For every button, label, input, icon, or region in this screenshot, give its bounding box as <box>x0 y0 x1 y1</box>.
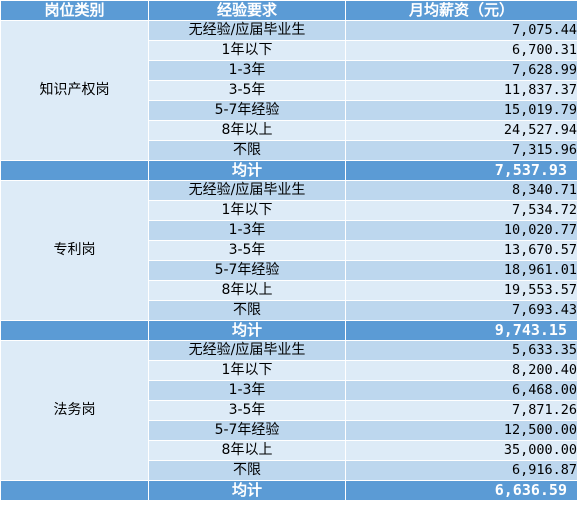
table-row: 不限 6,916.87 <box>1 460 577 481</box>
category-cell: 知识产权岗 <box>0 20 149 161</box>
total-row: 均计 9,743.15 <box>0 320 577 341</box>
salary-cell: 7,534.72 <box>345 200 577 221</box>
experience-cell: 3-5年 <box>148 240 346 261</box>
salary-cell: 7,075.44 <box>345 20 577 41</box>
experience-cell: 不限 <box>148 300 346 321</box>
experience-cell: 8年以上 <box>148 120 346 141</box>
category-cell: 法务岗 <box>0 340 149 481</box>
table-row: 专利岗 无经验/应届毕业生 8,340.71 <box>0 180 577 321</box>
total-label: 均计 <box>148 160 346 181</box>
experience-cell: 1年以下 <box>148 200 346 221</box>
experience-cell: 5-7年经验 <box>148 420 346 441</box>
total-blank-cell <box>0 480 149 501</box>
table-row: 知识产权岗 无经验/应届毕业生 7,075.44 <box>0 20 577 161</box>
experience-cell: 8年以上 <box>148 280 346 301</box>
category-cell: 专利岗 <box>0 180 149 321</box>
experience-cell: 1-3年 <box>148 380 346 401</box>
table-row: 1-3年 6,468.00 <box>1 380 577 401</box>
table-row: 8年以上 24,527.94 <box>1 120 577 141</box>
table-row: 不限 7,315.96 <box>1 140 577 161</box>
salary-cell: 7,315.96 <box>345 140 577 161</box>
salary-cell: 6,468.00 <box>345 380 577 401</box>
total-value: 7,537.93 <box>345 160 577 181</box>
total-blank-cell <box>0 160 149 181</box>
experience-cell: 不限 <box>148 140 346 161</box>
salary-cell: 6,700.31 <box>345 40 577 61</box>
salary-cell: 10,020.77 <box>345 220 577 241</box>
total-row: 均计 7,537.93 <box>0 160 577 181</box>
table-row: 5-7年经验 12,500.00 <box>1 420 577 441</box>
salary-cell: 35,000.00 <box>345 440 577 461</box>
experience-cell: 5-7年经验 <box>148 260 346 281</box>
salary-cell: 11,837.37 <box>345 80 577 101</box>
table-row: 1年以下 7,534.72 <box>1 200 577 221</box>
salary-cell: 8,340.71 <box>345 180 577 201</box>
experience-cell: 1年以下 <box>148 360 346 381</box>
total-label: 均计 <box>148 480 346 501</box>
total-blank-cell <box>0 320 149 341</box>
header-row: 岗位类别 经验要求 月均薪资（元） <box>0 0 577 21</box>
experience-cell: 无经验/应届毕业生 <box>148 20 346 41</box>
salary-cell: 7,871.26 <box>345 400 577 421</box>
total-value: 9,743.15 <box>345 320 577 341</box>
experience-cell: 无经验/应届毕业生 <box>148 180 346 201</box>
table-row: 1-3年 7,628.99 <box>1 60 577 81</box>
experience-cell: 8年以上 <box>148 440 346 461</box>
salary-cell: 24,527.94 <box>345 120 577 141</box>
table-row: 1年以下 6,700.31 <box>1 40 577 61</box>
total-value: 6,636.59 <box>345 480 577 501</box>
table-row: 5-7年经验 18,961.01 <box>1 260 577 281</box>
total-row: 均计 6,636.59 <box>0 480 577 501</box>
table-body: 知识产权岗 无经验/应届毕业生 7,075.44 1年以下 6,700.31 1-3年 7,… <box>0 20 577 501</box>
header-experience: 经验要求 <box>148 0 346 21</box>
table-row: 1-3年 10,020.77 <box>1 220 577 241</box>
table-row: 3-5年 13,670.57 <box>1 240 577 261</box>
experience-cell: 3-5年 <box>148 80 346 101</box>
experience-cell: 不限 <box>148 460 346 481</box>
table-row: 不限 7,693.43 <box>1 300 577 321</box>
salary-cell: 8,200.40 <box>345 360 577 381</box>
experience-cell: 1年以下 <box>148 40 346 61</box>
header-category: 岗位类别 <box>0 0 149 21</box>
salary-cell: 15,019.79 <box>345 100 577 121</box>
salary-cell: 12,500.00 <box>345 420 577 441</box>
total-label: 均计 <box>148 320 346 341</box>
header-salary: 月均薪资（元） <box>345 0 577 21</box>
salary-cell: 7,693.43 <box>345 300 577 321</box>
salary-cell: 19,553.57 <box>345 280 577 301</box>
table-row: 法务岗 无经验/应届毕业生 5,633.35 <box>0 340 577 481</box>
experience-cell: 无经验/应届毕业生 <box>148 340 346 361</box>
salary-cell: 18,961.01 <box>345 260 577 281</box>
experience-cell: 5-7年经验 <box>148 100 346 121</box>
experience-cell: 1-3年 <box>148 60 346 81</box>
salary-cell: 7,628.99 <box>345 60 577 81</box>
salary-cell: 13,670.57 <box>345 240 577 261</box>
salary-cell: 6,916.87 <box>345 460 577 481</box>
experience-cell: 1-3年 <box>148 220 346 241</box>
table-row: 3-5年 11,837.37 <box>1 80 577 101</box>
table-row: 3-5年 7,871.26 <box>1 400 577 421</box>
experience-cell: 3-5年 <box>148 400 346 421</box>
table-row: 1年以下 8,200.40 <box>1 360 577 381</box>
salary-cell: 5,633.35 <box>345 340 577 361</box>
